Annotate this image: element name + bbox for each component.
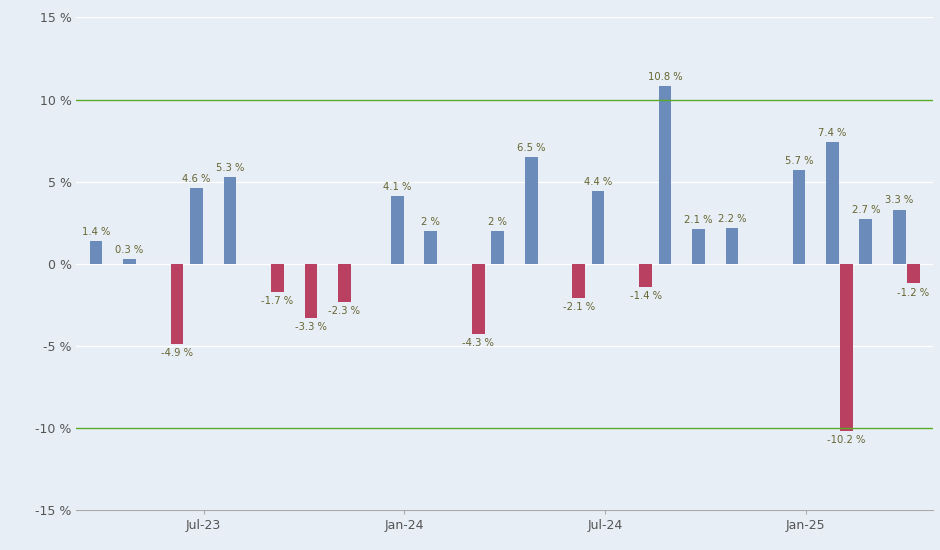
Text: 5.3 %: 5.3 % [216, 163, 244, 173]
Text: 10.8 %: 10.8 % [648, 72, 682, 82]
Bar [859, 219, 872, 264]
Text: -1.4 %: -1.4 % [630, 291, 662, 301]
Bar [338, 264, 351, 301]
Text: -4.9 %: -4.9 % [161, 348, 193, 358]
Bar [907, 264, 919, 283]
Text: 7.4 %: 7.4 % [818, 128, 847, 138]
Bar [224, 177, 236, 264]
Bar [89, 241, 102, 264]
Text: 2 %: 2 % [421, 217, 440, 227]
Text: -1.7 %: -1.7 % [261, 296, 293, 306]
Bar [492, 231, 504, 264]
Bar [525, 157, 538, 264]
Text: 4.1 %: 4.1 % [384, 182, 412, 192]
Text: 2.1 %: 2.1 % [684, 215, 713, 225]
Text: 2.2 %: 2.2 % [717, 213, 746, 223]
Text: -2.1 %: -2.1 % [563, 302, 595, 312]
Text: -3.3 %: -3.3 % [295, 322, 327, 332]
Text: 4.6 %: 4.6 % [182, 174, 211, 184]
Bar [826, 142, 838, 264]
Bar [271, 264, 284, 292]
Bar [692, 229, 705, 264]
Bar [639, 264, 652, 287]
Text: -1.2 %: -1.2 % [898, 288, 930, 298]
Bar [726, 228, 738, 264]
Bar [572, 264, 585, 298]
Bar [472, 264, 485, 334]
Bar [792, 170, 806, 264]
Bar [893, 210, 905, 264]
Bar [659, 86, 671, 264]
Bar [171, 264, 183, 344]
Bar [123, 259, 136, 264]
Text: 5.7 %: 5.7 % [785, 156, 813, 166]
Bar [840, 264, 853, 431]
Text: 2 %: 2 % [488, 217, 507, 227]
Text: 2.7 %: 2.7 % [852, 205, 880, 215]
Text: -10.2 %: -10.2 % [827, 435, 866, 446]
Bar [391, 196, 403, 264]
Text: 0.3 %: 0.3 % [116, 245, 144, 255]
Text: 3.3 %: 3.3 % [885, 195, 914, 206]
Text: 6.5 %: 6.5 % [517, 143, 545, 153]
Text: 1.4 %: 1.4 % [82, 227, 110, 236]
Text: -2.3 %: -2.3 % [328, 306, 360, 316]
Bar [190, 188, 203, 264]
Bar [591, 191, 604, 264]
Text: 4.4 %: 4.4 % [584, 178, 612, 188]
Bar [424, 231, 437, 264]
Bar [305, 264, 318, 318]
Text: -4.3 %: -4.3 % [462, 338, 494, 349]
